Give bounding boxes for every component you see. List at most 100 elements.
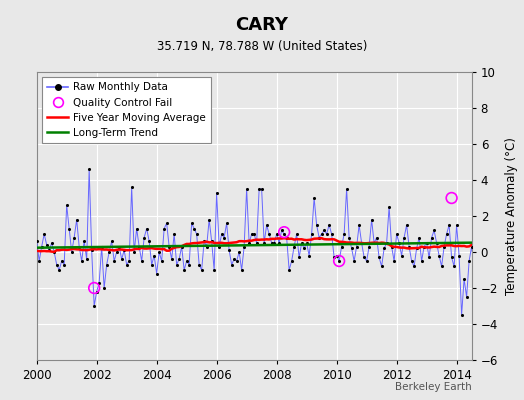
Point xyxy=(342,186,351,192)
Point xyxy=(420,243,428,250)
Point xyxy=(62,202,71,208)
Point xyxy=(143,225,151,232)
Point xyxy=(175,256,183,262)
Point xyxy=(438,263,446,270)
Point xyxy=(460,276,468,282)
Point xyxy=(512,191,521,198)
Point xyxy=(455,252,463,259)
Point xyxy=(52,262,61,268)
Point xyxy=(300,245,308,252)
Point xyxy=(345,234,353,241)
Point xyxy=(265,231,274,237)
Point xyxy=(235,249,243,255)
Point xyxy=(515,234,523,241)
Point xyxy=(140,234,148,241)
Point xyxy=(137,258,146,264)
Point xyxy=(170,231,178,237)
Point xyxy=(390,258,398,264)
Point xyxy=(45,247,53,254)
Point xyxy=(150,252,158,259)
Point xyxy=(337,243,346,250)
Point xyxy=(35,258,43,264)
Point xyxy=(260,240,268,246)
Point xyxy=(325,222,333,228)
Point xyxy=(158,258,166,264)
Point xyxy=(432,240,441,246)
Point xyxy=(103,262,111,268)
Point xyxy=(263,222,271,228)
Point xyxy=(133,225,141,232)
Point xyxy=(115,243,123,250)
Point xyxy=(90,303,99,309)
Point xyxy=(418,258,426,264)
Point xyxy=(270,240,278,246)
Point xyxy=(422,240,431,246)
Point xyxy=(97,243,106,250)
Point xyxy=(225,247,233,254)
Point xyxy=(152,270,161,277)
Point xyxy=(522,240,524,246)
Point xyxy=(487,254,496,261)
Point xyxy=(507,240,516,246)
Point xyxy=(80,238,89,244)
Point xyxy=(360,254,368,261)
Point xyxy=(412,245,421,252)
Point xyxy=(155,249,163,255)
Point xyxy=(233,258,241,264)
Point xyxy=(180,267,188,273)
Point xyxy=(305,252,313,259)
Point xyxy=(145,238,154,244)
Point xyxy=(450,263,458,270)
Point xyxy=(172,262,181,268)
Point xyxy=(48,240,56,246)
Point xyxy=(428,234,436,241)
Point xyxy=(462,294,471,300)
Point xyxy=(72,216,81,223)
Point xyxy=(480,249,488,255)
Point xyxy=(105,249,113,255)
Point xyxy=(447,195,456,201)
Point xyxy=(365,243,373,250)
Point xyxy=(435,252,443,259)
Point xyxy=(440,243,449,250)
Point xyxy=(503,231,511,237)
Point xyxy=(320,227,329,234)
Point xyxy=(195,262,203,268)
Point xyxy=(210,267,219,273)
Point xyxy=(282,234,291,241)
Point xyxy=(330,254,339,261)
Point xyxy=(280,229,288,235)
Point xyxy=(85,166,93,172)
Point xyxy=(205,216,213,223)
Point xyxy=(130,249,138,255)
Point xyxy=(367,216,376,223)
Point xyxy=(430,227,438,234)
Point xyxy=(350,258,358,264)
Point xyxy=(202,243,211,250)
Point xyxy=(135,243,144,250)
Point xyxy=(353,243,361,250)
Point xyxy=(408,258,416,264)
Point xyxy=(328,231,336,237)
Point xyxy=(425,254,433,261)
Point xyxy=(445,222,453,228)
Point xyxy=(257,186,266,192)
Point xyxy=(385,204,394,210)
Point xyxy=(127,184,136,190)
Point xyxy=(32,238,41,244)
Point xyxy=(160,225,168,232)
Point xyxy=(332,252,341,259)
Point xyxy=(230,256,238,262)
Point xyxy=(520,213,524,219)
Point xyxy=(315,234,323,241)
Point xyxy=(162,220,171,226)
Point xyxy=(198,267,206,273)
Point xyxy=(383,240,391,246)
Point xyxy=(272,231,281,237)
Point xyxy=(185,262,193,268)
Point xyxy=(208,238,216,244)
Text: 35.719 N, 78.788 W (United States): 35.719 N, 78.788 W (United States) xyxy=(157,40,367,53)
Point xyxy=(302,240,311,246)
Point xyxy=(400,234,408,241)
Point xyxy=(467,243,476,250)
